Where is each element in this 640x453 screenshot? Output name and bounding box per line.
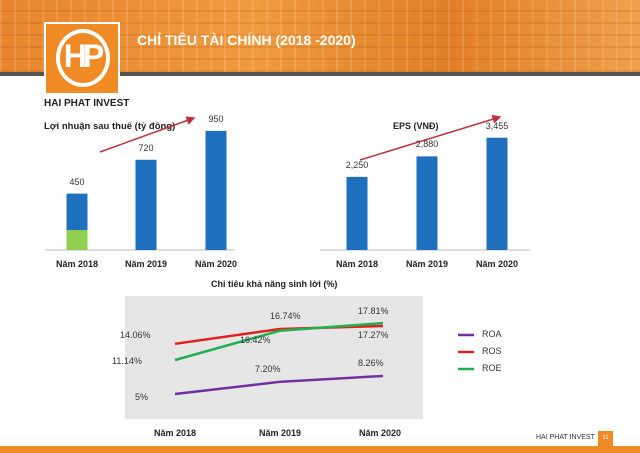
x-tick-label: Năm 2020 [475, 259, 519, 269]
x-tick-label: Năm 2020 [194, 259, 238, 269]
x-tick-label: Năm 2018 [153, 428, 197, 438]
data-label: 11.14% [112, 355, 142, 366]
logo-text: HP [63, 38, 104, 74]
legend-label: ROS [482, 346, 502, 356]
data-label: 3,455 [485, 120, 509, 131]
x-tick-label: Năm 2019 [258, 428, 302, 438]
footer-brand: HAI PHAT INVEST [536, 434, 595, 441]
footer-bar [0, 446, 640, 453]
data-label: 720 [138, 142, 154, 153]
series-line-ros [174, 324, 384, 346]
data-label: 5% [135, 392, 149, 402]
x-tick-label: Năm 2019 [124, 259, 168, 269]
series-line-roe [174, 321, 384, 362]
bar-highlight-segment [66, 230, 88, 250]
data-label: 2,880 [415, 139, 439, 150]
brand-name: HAI PHAT INVEST [44, 98, 130, 109]
x-tick-label: Năm 2018 [55, 259, 99, 269]
plot-area [125, 296, 423, 419]
eps-chart-title: EPS (VNĐ) [393, 121, 439, 131]
data-label: 450 [69, 176, 85, 187]
x-tick-label: Năm 2020 [358, 428, 402, 438]
bar-năm-2019 [135, 159, 157, 250]
data-label: 16.42% [240, 334, 271, 345]
profit-chart-title: Lợi nhuận sau thuế (tỷ đồng) [44, 121, 176, 132]
trend-arrow [99, 116, 196, 153]
data-label: 2,250 [345, 159, 369, 170]
profit-ratio-chart-title: Chi tiêu khả năng sinh lời (%) [211, 279, 338, 289]
series-line-roa [174, 374, 384, 396]
legend-label: ROA [482, 329, 502, 339]
data-label: 7.20% [255, 363, 281, 374]
logo: HP [44, 22, 120, 95]
header-rule [0, 72, 640, 76]
data-label: 17.27% [358, 330, 389, 341]
x-tick-label: Năm 2018 [335, 259, 379, 269]
bar-năm-2019 [416, 156, 438, 250]
data-label: 8.26% [358, 357, 384, 368]
x-tick-label: Năm 2019 [405, 259, 449, 269]
page-title: CHỈ TIÊU TÀI CHÍNH (2018 -2020) [137, 32, 356, 48]
data-label: 16.74% [270, 310, 301, 321]
data-label: 950 [208, 113, 224, 124]
bar-năm-2018 [346, 176, 368, 250]
bar-năm-2020 [205, 130, 227, 250]
legend-label: ROE [482, 363, 502, 373]
data-label: 14.06% [120, 329, 151, 340]
data-label: 17.81% [358, 306, 389, 317]
bar-năm-2020 [486, 137, 508, 250]
trend-arrow [359, 114, 502, 161]
